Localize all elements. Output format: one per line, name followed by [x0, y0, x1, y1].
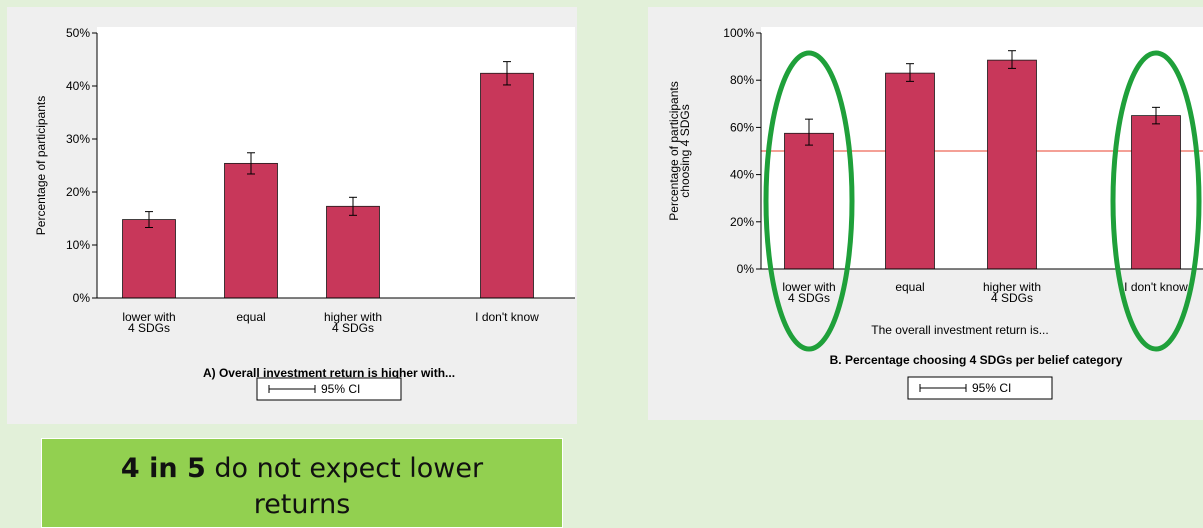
legend-label: 95% CI [321, 382, 360, 396]
x-axis-title: The overall investment return is... [871, 323, 1048, 337]
legend-box [256, 377, 402, 401]
y-tick-label: 10% [66, 238, 90, 252]
y-tick-label: 60% [730, 120, 754, 134]
x-tick-label: equal [236, 310, 265, 324]
y-tick-label: 30% [66, 132, 90, 146]
x-tick-label: higher with [983, 280, 1041, 294]
callout-text-line1: do not expect lower [205, 453, 484, 484]
y-tick-label: 80% [730, 73, 754, 87]
x-tick-label: I don't know [1124, 280, 1188, 294]
y-axis-label: choosing 4 SDGs [678, 104, 692, 197]
bar [224, 162, 278, 299]
chart-title: B. Percentage choosing 4 SDGs per belief… [830, 353, 1123, 367]
y-tick-label: 0% [73, 291, 91, 305]
x-tick-label: lower with [122, 310, 175, 324]
callout-text-line2: returns [253, 489, 351, 520]
x-tick-label: I don't know [475, 310, 539, 324]
chart-panel-b: 0% 20% 40% 60% 80% 100% lower with 4 SDGs equal h… [648, 7, 1203, 420]
y-tick-label: 20% [66, 185, 90, 199]
y-axis-label: Percentage of participants [667, 81, 681, 220]
y-tick-label: 100% [723, 26, 754, 40]
x-tick-label: 4 SDGs [991, 291, 1033, 305]
bar [987, 59, 1037, 270]
x-tick-label: 4 SDGs [788, 291, 830, 305]
highlight-ellipse [763, 50, 855, 352]
chart-panel-a: 0% 10% 20% 30% 40% 50% lower with 4 SDGs equal hi… [7, 7, 577, 424]
chart-title: A) Overall investment return is higher w… [203, 366, 455, 380]
highlight-ellipse [1110, 50, 1202, 352]
x-tick-label: equal [895, 280, 924, 294]
takeaway-callout: 4 in 5 do not expect lower returns [41, 438, 563, 528]
legend-label: 95% CI [972, 381, 1011, 395]
y-tick-label: 20% [730, 215, 754, 229]
callout-emphasis: 4 in 5 [120, 453, 206, 484]
y-tick-label: 40% [66, 79, 90, 93]
plot-area [761, 27, 1203, 269]
y-tick-label: 0% [737, 262, 755, 276]
bar [480, 72, 534, 299]
bar [885, 72, 935, 270]
y-tick-label: 50% [66, 26, 90, 40]
x-tick-label: 4 SDGs [332, 321, 374, 335]
legend-box [907, 376, 1053, 400]
y-axis-label: Percentage of participants [34, 96, 48, 235]
bar [122, 219, 176, 299]
x-tick-label: 4 SDGs [128, 321, 170, 335]
x-tick-label: lower with [782, 280, 835, 294]
bar [1131, 115, 1181, 270]
y-tick-label: 40% [730, 168, 754, 182]
x-tick-label: higher with [324, 310, 382, 324]
bar [326, 205, 380, 299]
bar [784, 132, 834, 270]
